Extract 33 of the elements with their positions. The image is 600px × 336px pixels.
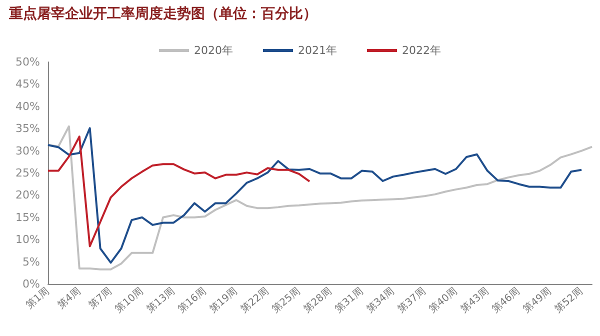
y-tick-label: 25%: [16, 166, 40, 180]
legend-label: 2020年: [194, 44, 234, 57]
line-series: [47, 136, 311, 248]
x-tick-label: 第16周: [176, 285, 208, 316]
y-tick-label: 10%: [16, 233, 40, 246]
x-tick-label: 第46周: [490, 285, 522, 316]
x-tick-label: 第34周: [364, 285, 397, 316]
x-tick-label: 第37周: [395, 285, 428, 316]
y-tick-label: 20%: [16, 188, 40, 202]
chart-title: 重点屠宰企业开工率周度走势图（单位：百分比）: [8, 5, 317, 22]
x-tick-label: 第28周: [301, 285, 334, 316]
y-tick-label: 35%: [16, 122, 40, 136]
legend-label: 2021年: [298, 44, 338, 57]
y-tick-label: 50%: [16, 56, 40, 68]
legend-label: 2022年: [402, 44, 441, 57]
x-tick-label: 第4周: [55, 285, 83, 312]
x-tick-label: 第10周: [112, 285, 146, 316]
x-tick-label: 第25周: [270, 285, 303, 316]
x-tick-label: 第52周: [552, 285, 586, 316]
x-tick-label: 第22周: [238, 285, 272, 316]
x-tick-label: 第40周: [426, 285, 460, 316]
y-tick-label: 40%: [16, 100, 40, 113]
x-tick-label: 第7周: [86, 285, 114, 312]
y-tick-label: 5%: [22, 255, 40, 268]
y-tick-label: 30%: [16, 144, 40, 158]
x-tick-label: 第19周: [207, 285, 240, 316]
x-tick-label: 第13周: [144, 285, 178, 316]
x-tick-label: 第31周: [332, 285, 366, 316]
y-tick-label: 15%: [16, 210, 40, 224]
y-tick-label: 0%: [22, 278, 40, 290]
y-tick-label: 45%: [16, 78, 40, 91]
x-tick-label: 第49周: [520, 285, 554, 316]
x-tick-label: 第43周: [458, 285, 491, 316]
